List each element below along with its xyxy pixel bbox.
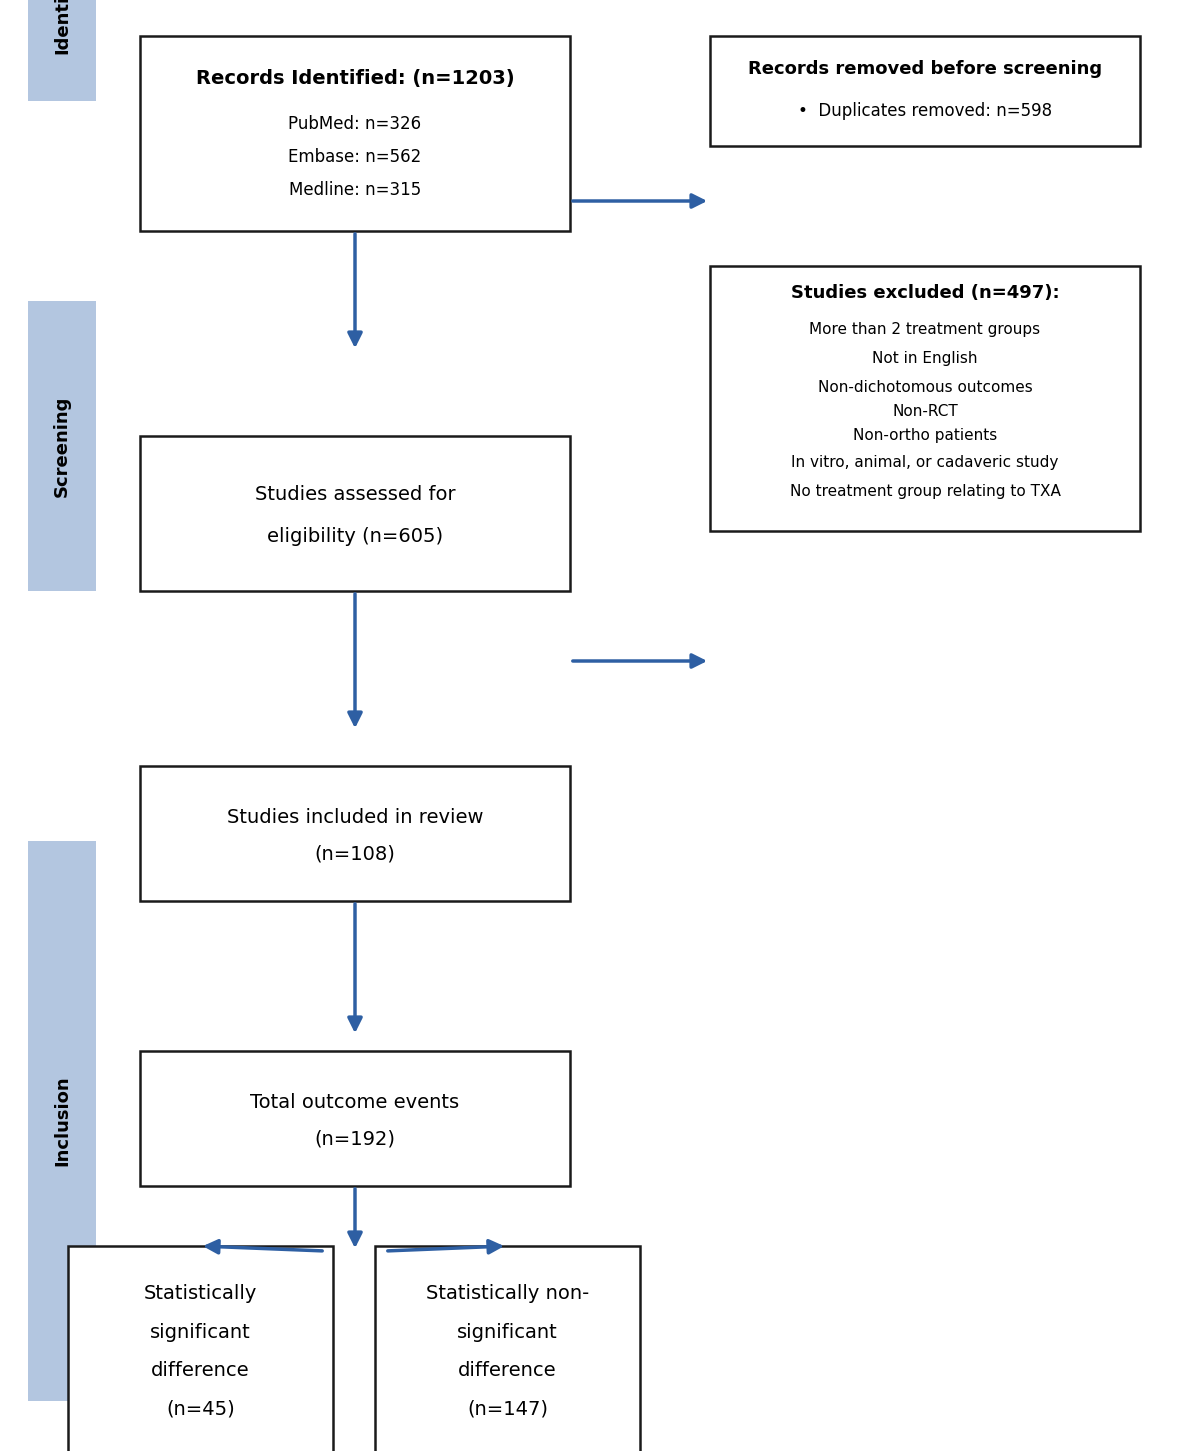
Bar	[710, 36, 1140, 147]
Text: Non-dichotomous outcomes: Non-dichotomous outcomes	[817, 380, 1032, 396]
Text: eligibility (n=605): eligibility (n=605)	[266, 527, 443, 546]
Text: Studies assessed for: Studies assessed for	[254, 486, 455, 505]
Text: Statistically non-: Statistically non-	[426, 1284, 589, 1303]
Text: Medline: n=315: Medline: n=315	[289, 181, 421, 199]
Text: Statistically: Statistically	[144, 1284, 257, 1303]
Text: Studies excluded (n=497):: Studies excluded (n=497):	[791, 283, 1060, 302]
Text: (n=147): (n=147)	[467, 1400, 548, 1419]
Bar	[28, 300, 96, 591]
Text: (n=45): (n=45)	[166, 1400, 235, 1419]
Text: (n=192): (n=192)	[314, 1129, 396, 1148]
Text: More than 2 treatment groups: More than 2 treatment groups	[810, 322, 1040, 337]
Text: Embase: n=562: Embase: n=562	[288, 148, 421, 165]
Bar	[374, 1246, 640, 1451]
Text: Non-RCT: Non-RCT	[892, 405, 958, 419]
Text: PubMed: n=326: PubMed: n=326	[288, 115, 421, 132]
Text: Inclusion: Inclusion	[53, 1075, 71, 1167]
Bar	[140, 1051, 570, 1185]
Text: Screening: Screening	[53, 395, 71, 496]
Text: Not in English: Not in English	[872, 351, 978, 366]
Text: In vitro, animal, or cadaveric study: In vitro, animal, or cadaveric study	[791, 454, 1058, 470]
Text: Records removed before screening: Records removed before screening	[748, 59, 1102, 78]
Bar	[28, 0, 96, 102]
Text: Total outcome events: Total outcome events	[251, 1093, 460, 1111]
Text: difference: difference	[151, 1361, 250, 1380]
Bar	[140, 435, 570, 591]
Text: Non-ortho patients: Non-ortho patients	[853, 428, 997, 443]
Bar	[710, 266, 1140, 531]
Text: No treatment group relating to TXA: No treatment group relating to TXA	[790, 483, 1061, 499]
Text: (n=108): (n=108)	[314, 844, 396, 863]
Text: difference: difference	[458, 1361, 557, 1380]
Bar	[28, 842, 96, 1402]
Text: •  Duplicates removed: n=598: • Duplicates removed: n=598	[798, 102, 1052, 120]
Text: significant: significant	[457, 1322, 558, 1342]
Text: Records Identified: (n=1203): Records Identified: (n=1203)	[196, 70, 515, 89]
Bar	[140, 36, 570, 231]
Text: significant: significant	[150, 1322, 251, 1342]
Text: Identification: Identification	[53, 0, 71, 54]
Bar	[140, 766, 570, 901]
Text: Studies included in review: Studies included in review	[227, 808, 484, 827]
Bar	[68, 1246, 334, 1451]
